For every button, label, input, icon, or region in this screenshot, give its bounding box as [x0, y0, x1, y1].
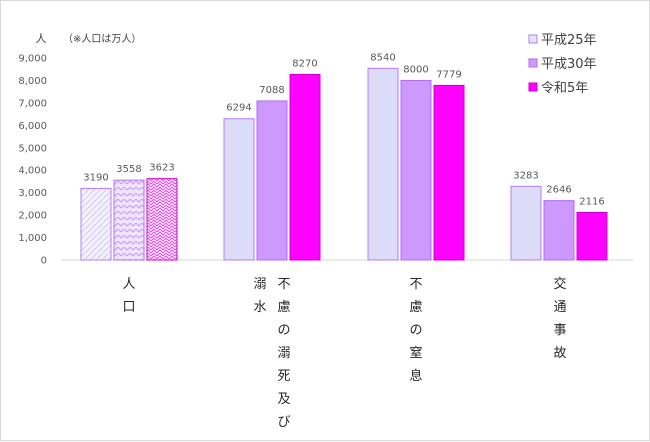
data-labels: 3190 6294 8540 3283 3558 7088 8000 2646 3623 8270… — [83, 52, 604, 207]
category-char: 死 — [277, 369, 290, 384]
data-label: 7088 — [259, 85, 284, 96]
legend-swatch — [528, 82, 538, 92]
bar — [543, 200, 575, 261]
bar — [146, 178, 178, 261]
category-char: 故 — [553, 346, 566, 361]
bar-series — [80, 67, 608, 261]
category-char: の — [409, 323, 422, 338]
data-label: 8540 — [370, 52, 395, 63]
y-tick-label: 9,000 — [18, 54, 47, 65]
category-char: 及 — [277, 392, 290, 407]
bar — [256, 100, 288, 261]
legend-swatch — [528, 58, 538, 68]
y-tick-label: 6,000 — [18, 121, 47, 132]
bar — [510, 185, 542, 261]
y-tick-label: 1,000 — [18, 233, 47, 244]
y-tick-label: 3,000 — [18, 188, 47, 199]
bar — [400, 79, 432, 261]
data-label: 8270 — [292, 58, 317, 69]
category-char: 人 — [122, 277, 135, 292]
data-label: 6294 — [226, 103, 251, 114]
category-char: 不 — [409, 277, 422, 292]
y-tick-label: 8,000 — [18, 76, 47, 87]
bar — [367, 67, 399, 261]
legend-label: 平成25年 — [541, 33, 597, 48]
data-label: 7779 — [436, 69, 461, 80]
bar — [289, 73, 321, 261]
bar — [80, 187, 112, 261]
bar — [576, 212, 608, 261]
legend-label: 平成30年 — [541, 57, 597, 72]
data-label: 3623 — [149, 163, 174, 174]
category-char: 慮 — [277, 300, 290, 315]
y-tick-label: 2,000 — [18, 211, 47, 222]
category-char: 息 — [409, 368, 422, 384]
bar — [433, 84, 465, 261]
category-char: 通 — [553, 300, 566, 315]
y-tick-label: 0 — [41, 256, 47, 267]
legend-label: 令和5年 — [541, 81, 588, 96]
unit-note: （※人口は万人） — [63, 33, 141, 45]
category-char: 窒 — [409, 345, 422, 361]
y-tick-label: 5,000 — [18, 143, 47, 154]
category-char: 水 — [253, 300, 266, 315]
data-label: 2116 — [579, 197, 604, 208]
category-char: 慮 — [409, 300, 422, 315]
category-char: 溺 — [277, 346, 290, 361]
y-axis-unit: 人 — [36, 32, 47, 45]
data-label: 8000 — [403, 64, 428, 75]
legend-swatch — [528, 34, 538, 44]
category-char: 溺 — [253, 277, 266, 292]
category-char: 不 — [277, 277, 290, 292]
data-label: 3190 — [83, 172, 108, 183]
y-tick-label: 4,000 — [18, 166, 47, 177]
bar — [113, 179, 145, 261]
category-char: 事 — [553, 323, 566, 338]
category-label: 人口 — [122, 277, 135, 315]
y-axis-ticks: 0 1,000 2,000 3,000 4,000 5,000 6,000 7,000 8,00… — [18, 54, 47, 267]
category-char: の — [277, 323, 290, 338]
bar — [223, 118, 255, 261]
data-label: 3283 — [513, 170, 538, 181]
category-char: 口 — [122, 300, 135, 315]
data-label: 2646 — [546, 185, 571, 196]
data-label: 3558 — [116, 164, 141, 175]
y-tick-label: 7,000 — [18, 98, 47, 109]
category-char: 交 — [553, 276, 566, 292]
category-char: び — [277, 415, 290, 430]
